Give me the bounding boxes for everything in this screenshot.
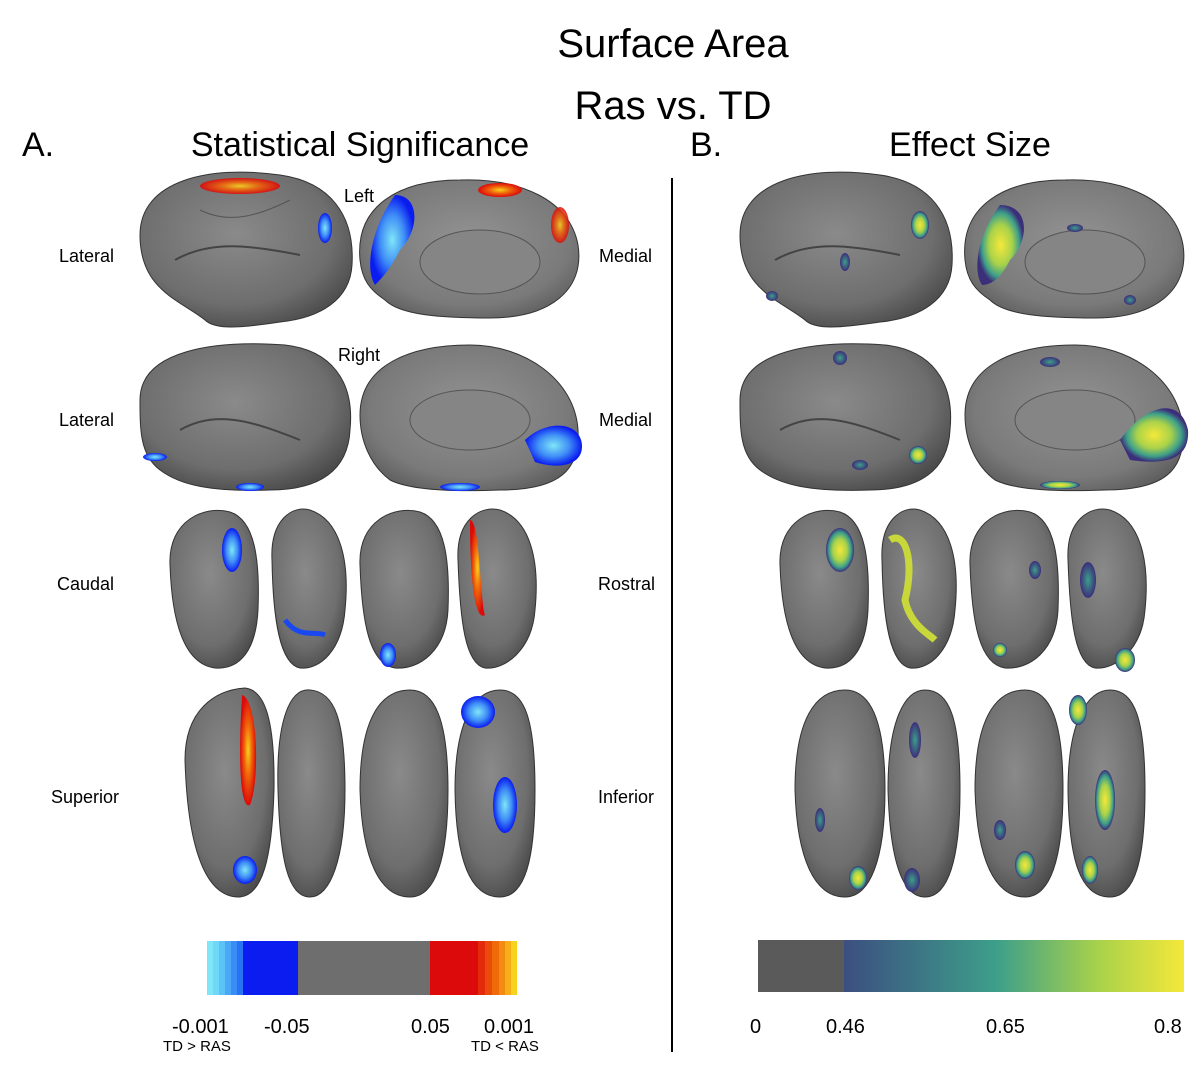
panel-b-row4 [794, 689, 1146, 898]
panel-a-row2 [139, 343, 583, 492]
view-label-a-4: Superior [51, 787, 120, 807]
colorbar-b-tick-3: 0.65 [986, 1016, 1025, 1038]
colorbar-a-tick-4: 0.001 [484, 1016, 535, 1038]
colorbar-b-tick-1: 0 [750, 1016, 762, 1038]
colorbar-a-tick-3: 0.05 [411, 1016, 450, 1038]
view-label-a-2: Lateral [59, 410, 115, 430]
view-label-b-1: Medial [599, 246, 653, 266]
panel-a-row3 [169, 508, 537, 669]
colorbar-b [758, 940, 1184, 992]
view-label-b-2: Medial [599, 410, 653, 430]
figure-subtitle: Ras vs. TD [574, 84, 772, 128]
colorbar-b-tick-2: 0.46 [826, 1016, 865, 1038]
colorbar-a-tick-1: -0.001 [172, 1016, 229, 1038]
figure-title: Surface Area [557, 22, 789, 66]
hemisphere-right-label: Right [338, 345, 381, 365]
panel-a-row4 [184, 687, 536, 898]
view-label-b-3: Rostral [598, 574, 656, 594]
view-label-a-3: Caudal [57, 574, 115, 594]
view-label-a-1: Lateral [59, 246, 115, 266]
colorbar-a-tick-2: -0.05 [264, 1016, 310, 1038]
panel-b-letter: B. [690, 126, 723, 164]
panel-b-row1 [739, 171, 1185, 328]
panel-a-title: Statistical Significance [190, 126, 530, 164]
panel-a-row1 [139, 171, 580, 328]
colorbar-b-tick-4: 0.8 [1154, 1016, 1182, 1038]
hemisphere-left-label: Left [344, 186, 375, 206]
panel-b-title: Effect Size [889, 126, 1051, 164]
colorbar-a-right-note: TD < RAS [471, 1038, 539, 1055]
panel-b-row3 [779, 508, 1147, 672]
view-label-b-4: Inferior [598, 787, 655, 807]
colorbar-a-left-note: TD > RAS [163, 1038, 231, 1055]
colorbar-a [207, 941, 517, 995]
panel-b-row2 [739, 343, 1189, 492]
panel-divider [671, 178, 673, 1052]
panel-a-letter: A. [22, 126, 55, 164]
